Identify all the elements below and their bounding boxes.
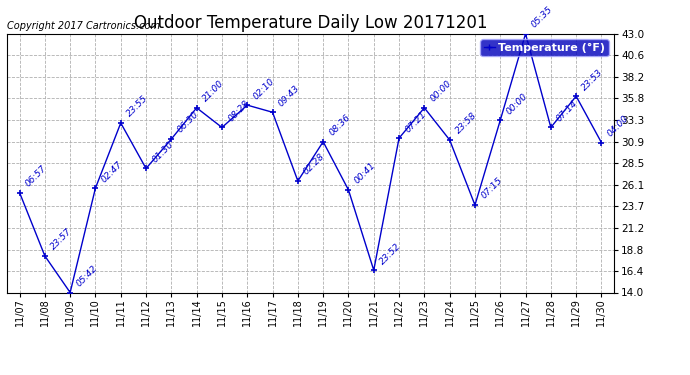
Title: Outdoor Temperature Daily Low 20171201: Outdoor Temperature Daily Low 20171201 [134, 14, 487, 32]
Text: 09:43: 09:43 [277, 83, 302, 108]
Text: 02:47: 02:47 [99, 159, 124, 184]
Text: 08:36: 08:36 [327, 113, 352, 138]
Text: 05:35: 05:35 [530, 5, 555, 30]
Text: 07:21: 07:21 [403, 109, 428, 134]
Text: 05:42: 05:42 [75, 264, 99, 288]
Text: 23:58: 23:58 [454, 111, 479, 136]
Text: 07:15: 07:15 [479, 176, 504, 201]
Text: 02:10: 02:10 [251, 76, 276, 101]
Text: 01:30: 01:30 [150, 140, 175, 164]
Text: 23:57: 23:57 [49, 227, 74, 252]
Text: Copyright 2017 Cartronics.com: Copyright 2017 Cartronics.com [7, 21, 160, 31]
Text: 21:00: 21:00 [201, 79, 226, 104]
Text: 00:00: 00:00 [428, 79, 453, 104]
Legend: Temperature (°F): Temperature (°F) [480, 39, 609, 56]
Text: 02:28: 02:28 [302, 152, 327, 177]
Text: 23:55: 23:55 [125, 94, 150, 119]
Text: 04:00: 04:00 [606, 114, 631, 138]
Text: 08:28: 08:28 [226, 99, 251, 123]
Text: 23:53: 23:53 [580, 67, 605, 92]
Text: 00:00: 00:00 [504, 92, 529, 116]
Text: 06:30: 06:30 [175, 110, 200, 135]
Text: 23:52: 23:52 [378, 241, 403, 266]
Text: 06:57: 06:57 [23, 164, 48, 188]
Text: 07:14: 07:14 [555, 99, 580, 123]
Text: 00:41: 00:41 [353, 161, 377, 186]
